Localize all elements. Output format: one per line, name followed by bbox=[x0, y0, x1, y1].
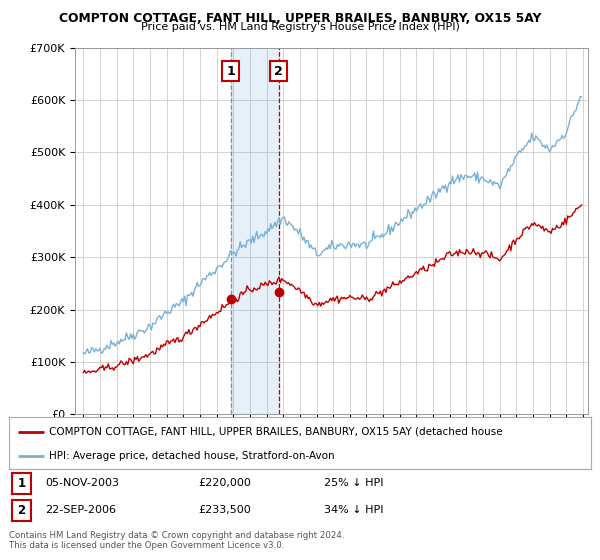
Text: 1: 1 bbox=[226, 65, 235, 78]
Text: 05-NOV-2003: 05-NOV-2003 bbox=[45, 478, 119, 488]
Text: COMPTON COTTAGE, FANT HILL, UPPER BRAILES, BANBURY, OX15 5AY (detached house: COMPTON COTTAGE, FANT HILL, UPPER BRAILE… bbox=[49, 427, 502, 437]
Text: 2: 2 bbox=[17, 503, 26, 517]
Text: 1: 1 bbox=[17, 477, 26, 490]
Text: 22-SEP-2006: 22-SEP-2006 bbox=[45, 505, 116, 515]
Text: HPI: Average price, detached house, Stratford-on-Avon: HPI: Average price, detached house, Stra… bbox=[49, 451, 334, 461]
Text: Contains HM Land Registry data © Crown copyright and database right 2024.
This d: Contains HM Land Registry data © Crown c… bbox=[9, 531, 344, 550]
Text: £233,500: £233,500 bbox=[198, 505, 251, 515]
Text: £220,000: £220,000 bbox=[198, 478, 251, 488]
Text: 2: 2 bbox=[274, 65, 283, 78]
Text: COMPTON COTTAGE, FANT HILL, UPPER BRAILES, BANBURY, OX15 5AY: COMPTON COTTAGE, FANT HILL, UPPER BRAILE… bbox=[59, 12, 541, 25]
Text: Price paid vs. HM Land Registry's House Price Index (HPI): Price paid vs. HM Land Registry's House … bbox=[140, 22, 460, 32]
Bar bbox=[230, 48, 278, 414]
Text: 25% ↓ HPI: 25% ↓ HPI bbox=[324, 478, 383, 488]
Text: 34% ↓ HPI: 34% ↓ HPI bbox=[324, 505, 383, 515]
